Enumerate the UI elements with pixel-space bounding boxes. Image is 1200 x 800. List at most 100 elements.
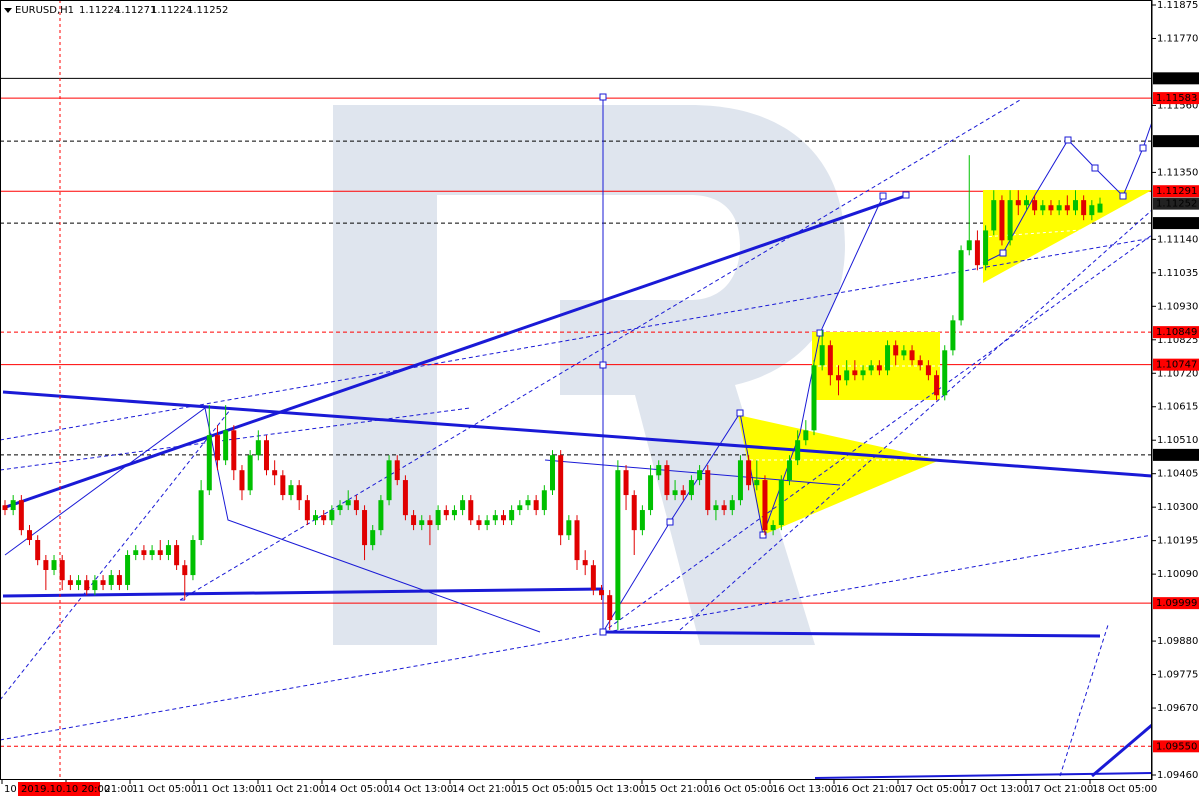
candle-body [174,545,180,566]
y-axis: 1.11875 1.11770 1.11560 1.11350 1.11140 1.110… [1152,0,1199,781]
x-tick-label: 17 Oct 13:00 [964,784,1029,795]
high: 1.11271 [115,5,156,16]
candle-body [525,500,531,506]
candle-body [974,240,980,266]
candle-body [819,345,825,366]
y-tick-label: 1.11770 [1157,33,1198,44]
candle-body [672,490,678,496]
y-tick-label: 1.11875 [1157,0,1198,11]
level-label-box [1153,740,1199,753]
level-label-box [1153,185,1199,198]
candle-body [1023,200,1029,206]
candle-body [67,580,73,585]
candle-body [1064,205,1070,211]
candle-body [966,240,972,251]
symbol: EURUSD,H1 [15,5,74,16]
x-tick-label: 16 Oct 05:00 [708,784,773,795]
candle-body [1097,203,1103,213]
candle-body [92,580,98,591]
candle-body [1032,200,1038,211]
candle-body [100,580,106,585]
candle-body [942,350,948,396]
level-label-box [1153,326,1199,339]
y-tick-label: 1.09460 [1157,770,1198,781]
level-label-box [1153,448,1199,461]
candle-body [1072,200,1078,211]
x-tick-label: 11 Oct 05:00 [132,784,197,795]
candle-body [623,470,629,496]
price-axis-panel [1152,0,1200,800]
x-tick-label: 15 Oct 13:00 [580,784,645,795]
level-label-box [1153,135,1199,148]
candle-body [770,525,776,531]
candle-body [402,480,408,516]
candle-body [729,500,735,511]
x-tick-label: 15 Oct 05:00 [516,784,581,795]
y-tick-label: 1.10720 [1157,368,1198,379]
y-tick-label: 1.10090 [1157,569,1198,580]
levels [0,77,1152,747]
y-tick-label: 1.09670 [1157,703,1198,714]
candle-body [345,500,351,506]
x-tick-label: 17 Oct 05:00 [900,784,965,795]
candle-body [460,500,466,511]
candle-body [190,540,196,576]
current-price-box [1153,197,1199,210]
candle-body [795,440,801,461]
y-tick-label: 1.11560 [1157,100,1198,111]
level-label: 1.10849 [1156,327,1197,338]
candle-body [1048,205,1054,211]
candle-body [688,480,694,496]
candle-body [566,520,572,536]
anchor-points [599,93,1147,636]
candle-body [844,370,850,381]
candle-body [329,510,335,521]
candle-body [27,530,33,541]
candle-body [386,460,392,501]
candle-body [484,520,490,526]
cursor-label: 2019.10.10 20:00 [21,784,110,795]
candle-body [239,470,245,491]
menu-arrow [4,8,12,13]
x-tick-label: 11 Oct 13:00 [196,784,261,795]
candles [2,155,1103,630]
open: 1.11224 [79,5,120,16]
x-tick-label: 15 Oct 21:00 [644,784,709,795]
y-tick-label: 1.11140 [1157,234,1198,245]
candle-body [255,440,261,456]
candle-body [362,510,368,546]
candle-body [206,435,212,491]
level-label: 1.11583 [1156,93,1197,104]
candle-body [288,485,294,496]
candle-body [852,370,858,376]
candle-body [2,505,8,511]
candle-body [836,375,842,381]
y-tick-label: 1.11350 [1157,167,1198,178]
candle-body [909,350,915,361]
level-label: 1.10747 [1156,360,1197,371]
candle-body [1081,200,1087,216]
y-tick-label: 1.10300 [1157,502,1198,513]
candle-body [1089,205,1095,216]
y-tick-label: 1.10405 [1157,469,1198,480]
candle-body [443,510,449,516]
y-tick-label: 1.10930 [1157,301,1198,312]
candle-body [721,505,727,511]
candle-body [934,375,940,396]
candle-body [263,440,269,471]
candle-body [762,480,768,531]
candle-body [868,365,874,371]
candle-body [991,200,997,231]
candle-body [885,345,891,371]
level-label: 1.11191 [1156,218,1197,229]
cursor-label-box [18,782,100,796]
x-tick-label: 14 Oct 05:00 [324,784,389,795]
candle-body [664,465,670,496]
candle-body [451,510,457,516]
candle-body [476,520,482,526]
candle-body [656,465,662,476]
candle-body [394,460,400,481]
candle-body [59,560,65,581]
candle-body [353,500,359,511]
candle-body [607,595,613,621]
